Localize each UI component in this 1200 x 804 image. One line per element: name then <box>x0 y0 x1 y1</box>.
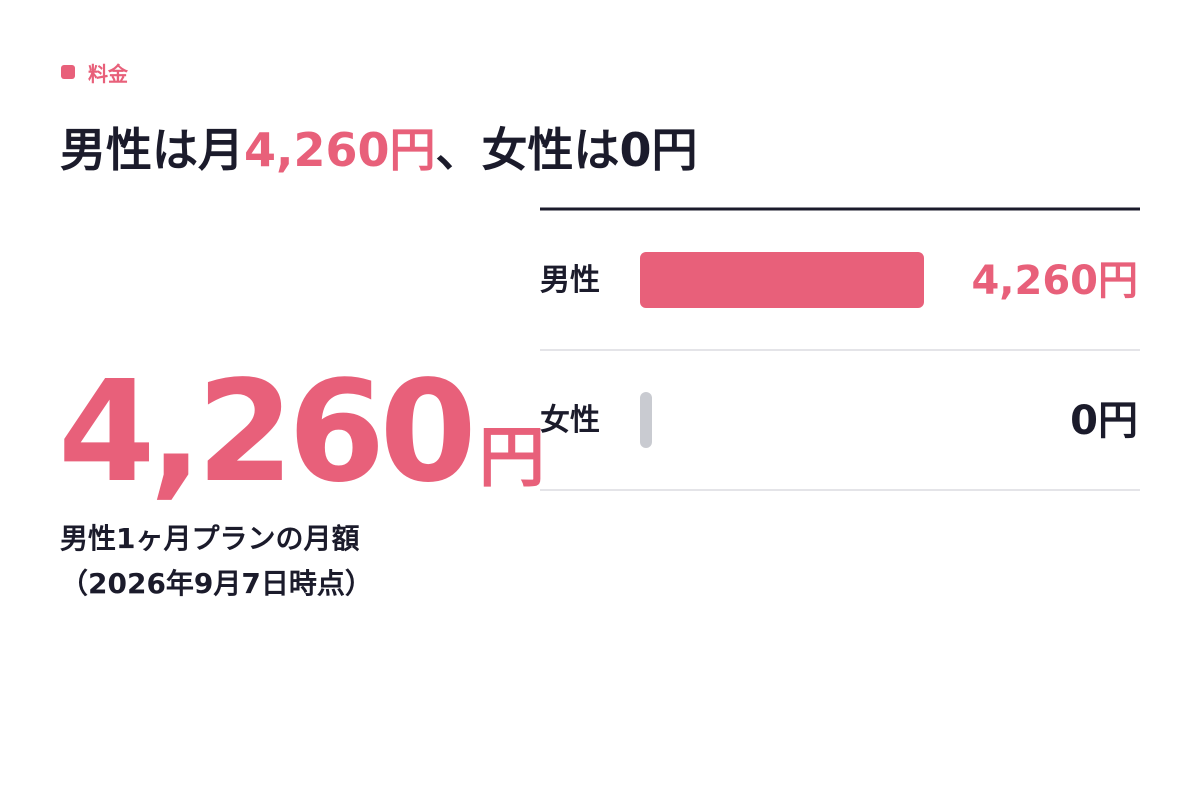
title-part: 、女性は0円 <box>436 123 698 177</box>
value-label: 0円 <box>1070 398 1138 444</box>
title-part: 男性は月 <box>60 123 244 177</box>
category-label: 女性 <box>540 403 600 438</box>
title: 男性は月4,260円、女性は0円 <box>60 123 698 177</box>
bar <box>640 252 924 308</box>
title-highlight: 4,260円 <box>244 123 436 177</box>
caption: （2026年9月7日時点） <box>60 567 373 600</box>
tag-icon <box>61 65 75 79</box>
tag: 料金 <box>88 62 129 86</box>
big-unit: 円 <box>479 419 545 496</box>
caption: 男性1ヶ月プランの月額 <box>60 522 359 555</box>
bar <box>640 392 652 448</box>
big-number: 4,260 円 <box>58 351 545 514</box>
category-label: 男性 <box>540 263 600 298</box>
big-value: 4,260 <box>58 351 471 514</box>
value-label: 4,260円 <box>971 258 1138 304</box>
